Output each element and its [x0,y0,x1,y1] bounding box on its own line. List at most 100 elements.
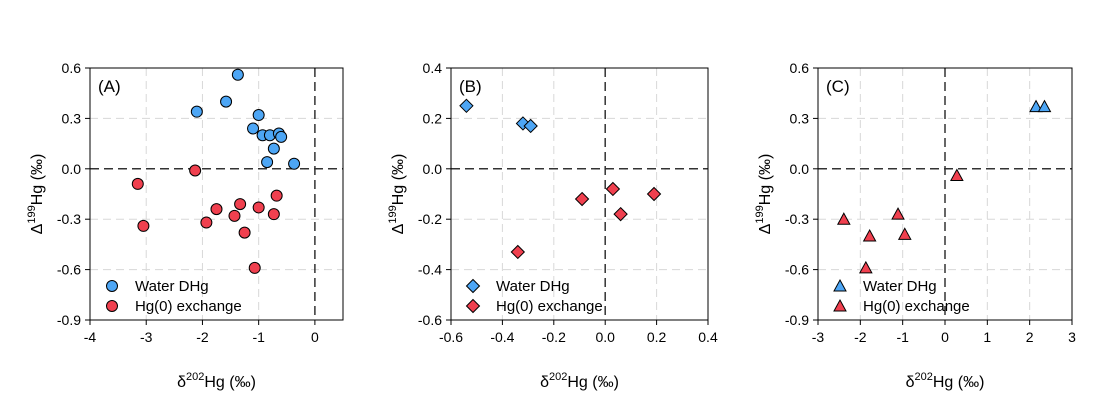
legend-marker [833,298,847,312]
legend-label: Hg(0) exchange [863,298,970,315]
x-axis-label: δ202Hg (‰) [177,371,256,391]
x-tick-label: -2 [196,329,209,345]
y-axis-label-rest: Hg (‰) [29,154,46,206]
y-tick-label: -0.3 [785,211,809,227]
y-tick-label: 0.4 [423,60,443,76]
data-point [267,142,280,155]
y-tick-label: 0.2 [423,110,443,126]
data-point [228,209,241,222]
y-tick-label: 0.0 [790,161,810,177]
series-water [190,68,301,170]
y-axis-label-sup: 199 [26,205,38,223]
data-point [459,98,474,114]
x-tick-label: -1 [896,329,909,345]
legend-label: Water DHg [496,278,570,295]
series-exchange [836,168,964,274]
y-axis-label: Δ199Hg (‰) [754,154,774,235]
x-tick-label: -3 [812,329,825,345]
y-axis-label-rest: Hg (‰) [757,154,774,206]
x-tick-label: 0 [311,329,319,345]
data-point [275,130,288,143]
x-tick-label: -2 [854,329,867,345]
panel-label: (A) [98,77,121,96]
series-water [459,98,538,134]
data-point [189,164,202,177]
x-axis-label: δ202Hg (‰) [540,371,619,391]
series-exchange [131,164,283,274]
x-tick-label: 0.0 [595,329,615,345]
y-axis-label: Δ199Hg (‰) [387,154,407,235]
y-tick-label: -0.6 [785,262,809,278]
y-tick-label: -0.6 [418,312,442,328]
legend-marker [106,300,118,312]
data-point [267,208,280,221]
legend-label: Hg(0) exchange [496,298,603,315]
x-tick-label: 0.2 [647,329,667,345]
data-point [1029,99,1043,113]
data-point [270,189,283,202]
data-point [261,156,274,169]
data-point [950,168,964,182]
data-point [574,191,590,207]
data-point [288,157,301,170]
data-point [1037,99,1052,113]
data-point [190,105,203,118]
series-water [1029,99,1052,113]
data-point [605,181,621,197]
y-axis-label-sup: 199 [754,205,766,223]
y-tick-label: 0.0 [423,161,443,177]
legend-label: Water DHg [863,278,937,295]
panel-c: -3 -2 -1 0 1 2 3 -0.9 -0.6 -0.3 0.0 0.3 0.6 δ202Hg (‰… [754,60,1076,391]
series-exchange [510,181,662,260]
y-tick-label: 0.0 [62,161,82,177]
panel-label: (B) [459,77,482,96]
x-axis-label-sup: 202 [914,371,932,383]
data-point [897,227,912,240]
x-axis-label-rest: Hg (‰) [933,374,985,391]
data-point [836,212,851,225]
x-axis-label: δ202Hg (‰) [906,371,985,391]
data-point [252,201,265,214]
y-tick-label: -0.9 [57,312,81,328]
data-point [646,186,662,202]
y-tick-label: 0.3 [62,110,82,126]
x-tick-label: 3 [1068,329,1076,345]
x-axis-label-sup: 202 [186,371,204,383]
data-point [858,260,873,274]
y-tick-label: 0.6 [62,60,82,76]
data-point [234,198,247,211]
x-tick-label: -4 [84,329,97,345]
data-point [862,228,877,242]
data-point [247,122,260,135]
y-tick-label: -0.9 [785,312,809,328]
panel-a: -4 -3 -2 -1 0 -0.9 -0.6 -0.3 0.0 0.3 0.6 δ202Hg (‰)… [26,60,344,391]
y-axis-label: Δ199Hg (‰) [26,154,46,235]
x-tick-label: -1 [252,329,265,345]
legend-label: Hg(0) exchange [135,298,242,315]
plot-frame [89,67,344,321]
data-point [238,226,251,239]
plot-frame [450,67,709,321]
y-tick-label: 0.3 [790,110,810,126]
legend-marker [833,278,847,292]
y-axis-label-sup: 199 [387,205,399,223]
data-point [252,109,265,122]
data-point [137,219,150,232]
data-point [220,95,233,108]
y-tick-label: -0.4 [418,262,442,278]
data-point [523,118,538,134]
legend-marker [465,278,481,294]
legend-marker [465,298,481,314]
legend-marker [106,280,118,292]
data-point [891,207,905,220]
x-tick-label: -0.6 [439,329,463,345]
data-point [200,216,213,229]
data-point [231,68,244,81]
legend-label: Water DHg [135,278,209,295]
y-tick-label: -0.6 [57,262,81,278]
y-tick-label: -0.2 [418,211,442,227]
x-axis-label-rest: Hg (‰) [204,374,256,391]
x-tick-label: -0.4 [490,329,514,345]
x-axis-label-rest: Hg (‰) [567,374,619,391]
